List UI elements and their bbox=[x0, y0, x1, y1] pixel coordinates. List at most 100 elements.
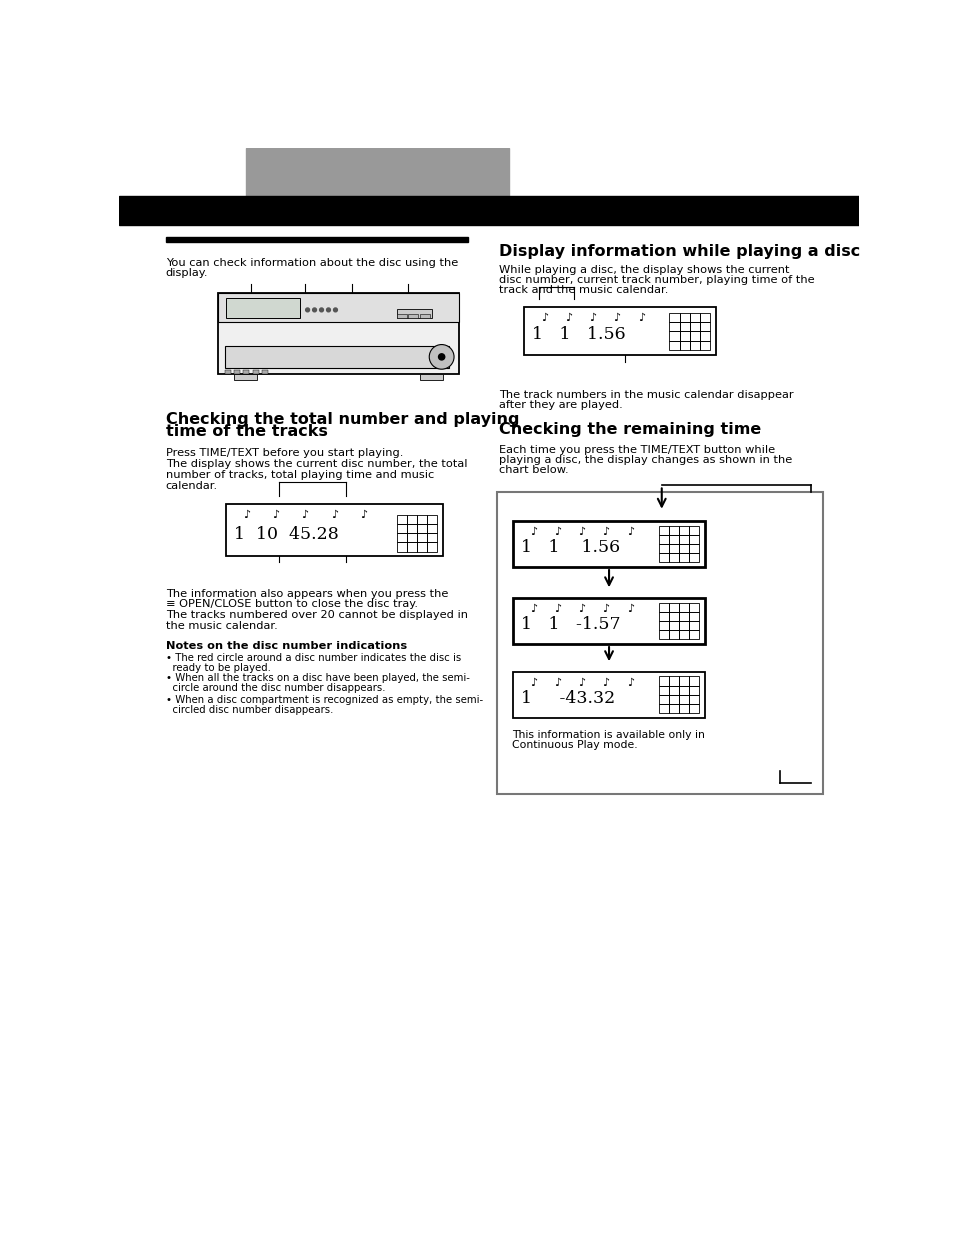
Text: ♪: ♪ bbox=[637, 312, 644, 324]
Bar bbox=[416, 524, 427, 534]
Text: ♪: ♪ bbox=[564, 312, 572, 324]
Text: The track numbers in the music calendar disappear: The track numbers in the music calendar … bbox=[498, 390, 793, 400]
Bar bbox=[679, 603, 688, 611]
Circle shape bbox=[326, 308, 330, 311]
Text: Notes on the disc number indications: Notes on the disc number indications bbox=[166, 641, 406, 651]
Text: circled disc number disappears.: circled disc number disappears. bbox=[166, 705, 333, 715]
Text: time of the tracks: time of the tracks bbox=[166, 424, 327, 438]
Bar bbox=[416, 542, 427, 552]
Bar bbox=[427, 534, 436, 542]
Bar bbox=[688, 526, 699, 535]
Bar bbox=[218, 293, 458, 374]
Bar bbox=[679, 535, 688, 543]
Circle shape bbox=[313, 308, 316, 311]
Circle shape bbox=[429, 345, 454, 369]
Text: chart below.: chart below. bbox=[498, 466, 568, 475]
Circle shape bbox=[438, 353, 444, 359]
Text: circle around the disc number disappears.: circle around the disc number disappears… bbox=[166, 683, 385, 693]
Text: ♪: ♪ bbox=[613, 312, 619, 324]
Text: ♪: ♪ bbox=[554, 527, 560, 537]
Bar bbox=[679, 312, 689, 322]
Bar bbox=[427, 542, 436, 552]
Text: ♪: ♪ bbox=[602, 678, 609, 688]
Bar bbox=[669, 331, 679, 341]
Bar bbox=[679, 695, 688, 704]
Bar bbox=[406, 534, 416, 542]
Bar bbox=[679, 704, 688, 714]
Text: ♪: ♪ bbox=[331, 510, 337, 520]
Bar bbox=[679, 621, 688, 630]
Text: ♪: ♪ bbox=[578, 527, 585, 537]
Bar bbox=[396, 524, 406, 534]
Bar bbox=[513, 598, 704, 645]
Bar bbox=[253, 370, 258, 374]
Bar bbox=[668, 630, 679, 640]
Bar bbox=[679, 611, 688, 621]
Bar bbox=[119, 196, 858, 225]
Bar bbox=[419, 314, 430, 319]
Bar bbox=[419, 374, 443, 380]
Text: calendar.: calendar. bbox=[166, 480, 217, 490]
Bar bbox=[688, 630, 699, 640]
Text: Press TIME/TEXT before you start playing.: Press TIME/TEXT before you start playing… bbox=[166, 448, 403, 458]
Bar bbox=[669, 312, 679, 322]
Text: ♪: ♪ bbox=[626, 604, 633, 614]
Bar bbox=[224, 346, 449, 368]
Bar bbox=[688, 685, 699, 695]
Text: ♪: ♪ bbox=[273, 510, 279, 520]
Text: $|\!\!\blacktriangleleft\!\!\blacktriangleleft$: $|\!\!\blacktriangleleft\!\!\blacktriang… bbox=[375, 291, 399, 308]
Bar bbox=[699, 312, 709, 322]
Text: 1   1   -1.57: 1 1 -1.57 bbox=[520, 616, 619, 634]
Bar bbox=[668, 677, 679, 685]
Text: ♪: ♪ bbox=[530, 678, 537, 688]
Bar bbox=[679, 331, 689, 341]
Bar bbox=[688, 695, 699, 704]
Text: Checking the remaining time: Checking the remaining time bbox=[498, 422, 760, 437]
Bar bbox=[688, 553, 699, 562]
Bar bbox=[658, 630, 668, 640]
Text: ♪: ♪ bbox=[578, 604, 585, 614]
Text: playing a disc, the display changes as shown in the: playing a disc, the display changes as s… bbox=[498, 456, 791, 466]
Text: ♪: ♪ bbox=[301, 510, 309, 520]
Bar bbox=[668, 695, 679, 704]
Text: • The red circle around a disc number indicates the disc is: • The red circle around a disc number in… bbox=[166, 653, 460, 663]
Bar bbox=[689, 331, 699, 341]
Text: ♪: ♪ bbox=[626, 527, 633, 537]
Bar bbox=[233, 374, 257, 380]
Text: Checking the total number and playing: Checking the total number and playing bbox=[166, 411, 518, 426]
Bar bbox=[406, 515, 416, 524]
Bar bbox=[688, 603, 699, 611]
Bar bbox=[416, 515, 427, 524]
Bar bbox=[658, 535, 668, 543]
Text: Continuous Play mode.: Continuous Play mode. bbox=[512, 740, 638, 751]
Bar bbox=[679, 630, 688, 640]
Circle shape bbox=[319, 308, 323, 311]
Bar bbox=[689, 322, 699, 331]
Text: ♪: ♪ bbox=[540, 312, 547, 324]
Bar bbox=[658, 603, 668, 611]
Bar bbox=[668, 526, 679, 535]
Bar bbox=[699, 322, 709, 331]
Text: ♪: ♪ bbox=[243, 510, 250, 520]
Text: 1     -43.32: 1 -43.32 bbox=[520, 690, 615, 708]
Bar bbox=[668, 535, 679, 543]
Bar bbox=[396, 515, 406, 524]
Text: Display information while playing a disc: Display information while playing a disc bbox=[498, 245, 860, 259]
Bar bbox=[658, 526, 668, 535]
Bar bbox=[226, 504, 443, 556]
Text: disc number, current track number, playing time of the: disc number, current track number, playi… bbox=[498, 275, 814, 285]
Bar bbox=[523, 306, 716, 354]
Text: ♪: ♪ bbox=[554, 678, 560, 688]
Bar bbox=[688, 535, 699, 543]
Bar bbox=[688, 704, 699, 714]
Bar bbox=[668, 603, 679, 611]
Text: The display shows the current disc number, the total: The display shows the current disc numbe… bbox=[166, 459, 467, 469]
Text: This information is available only in: This information is available only in bbox=[512, 730, 704, 740]
Bar bbox=[166, 237, 468, 242]
Bar bbox=[658, 695, 668, 704]
Text: track and the music calendar.: track and the music calendar. bbox=[498, 285, 668, 295]
Text: 1   1    1.56: 1 1 1.56 bbox=[520, 540, 619, 556]
Text: • When a disc compartment is recognized as empty, the semi-: • When a disc compartment is recognized … bbox=[166, 695, 482, 705]
Bar bbox=[688, 611, 699, 621]
Bar bbox=[396, 314, 406, 319]
